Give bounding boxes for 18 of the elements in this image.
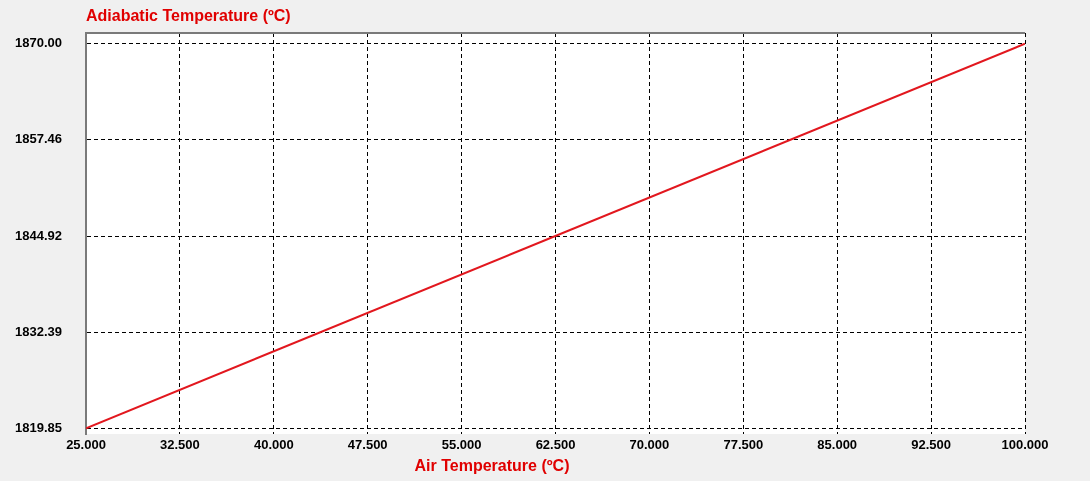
x-tick-label: 100.000	[1001, 437, 1049, 453]
x-tick-label: 77.500	[723, 437, 764, 453]
x-tick-label: 55.000	[441, 437, 482, 453]
x-tick-label: 47.500	[347, 437, 388, 453]
x-tick-label: 25.000	[66, 437, 106, 453]
x-axis-title: Air Temperature (ºC)	[414, 457, 570, 475]
x-tick-label: 92.500	[911, 437, 951, 453]
y-tick-label: 1857.46	[15, 131, 62, 147]
y-tick-label: 1819.85	[15, 419, 62, 435]
x-tick-label: 85.000	[817, 437, 858, 453]
x-tick-label: 70.000	[629, 437, 670, 453]
y-tick-label: 1844.92	[15, 227, 62, 243]
x-tick-label: 32.500	[160, 437, 200, 453]
x-tick-label: 62.500	[535, 437, 576, 453]
y-tick-label: 1832.39	[15, 323, 62, 339]
x-tick-label: 40.000	[253, 437, 294, 453]
chart-title: Adiabatic Temperature (ºC)	[86, 7, 291, 25]
y-tick-label: 1870.00	[15, 35, 62, 51]
